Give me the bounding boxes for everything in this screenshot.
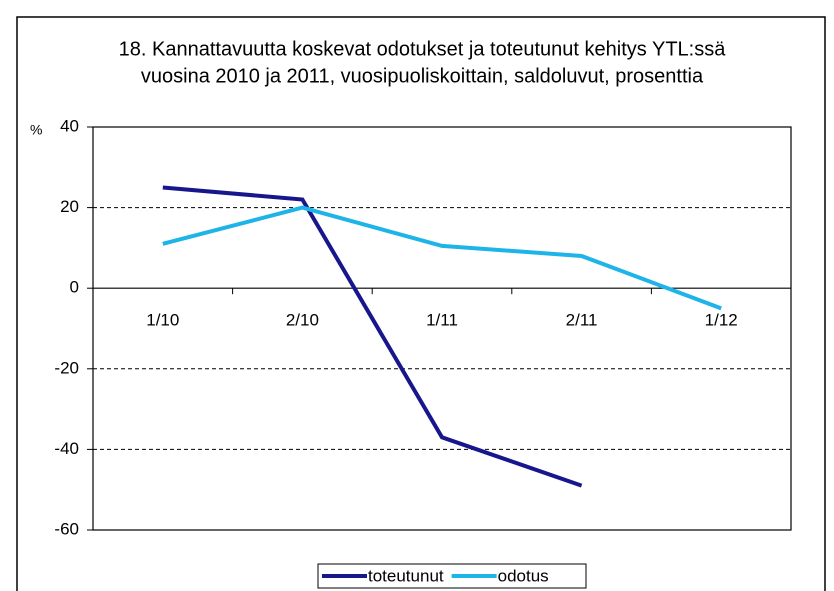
plot-area bbox=[92, 126, 792, 531]
y-tick-label: -20 bbox=[54, 358, 79, 377]
x-tick-label: 1/12 bbox=[705, 311, 738, 330]
chart-title: 18. Kannattavuutta koskevat odotukset ja… bbox=[119, 38, 727, 60]
series-line bbox=[162, 205, 722, 311]
x-tick-label: 1/10 bbox=[146, 311, 179, 330]
legend-label: toteutunut bbox=[368, 566, 444, 585]
chart-title: vuosina 2010 ja 2011, vuosipuoliskoittai… bbox=[141, 65, 704, 87]
y-tick-label: -60 bbox=[54, 519, 79, 538]
series-line bbox=[162, 185, 583, 488]
y-tick-label: 0 bbox=[70, 278, 79, 297]
y-tick-label: -40 bbox=[54, 439, 79, 458]
x-tick-label: 2/11 bbox=[566, 311, 598, 330]
legend-label: odotus bbox=[498, 566, 549, 585]
x-tick-label: 1/11 bbox=[426, 311, 458, 330]
y-tick-label: 20 bbox=[60, 197, 79, 216]
x-tick-label: 2/10 bbox=[286, 311, 319, 330]
y-axis-label: % bbox=[30, 122, 42, 138]
y-tick-label: 40 bbox=[60, 116, 79, 135]
